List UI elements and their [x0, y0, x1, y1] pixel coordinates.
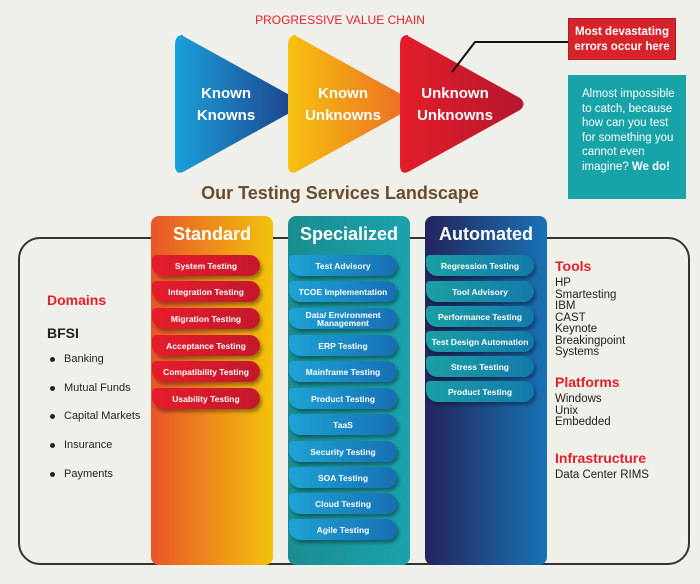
- service-item: Tool Advisory: [426, 281, 534, 302]
- service-item: Integration Testing: [152, 281, 260, 302]
- platforms-item: Embedded: [555, 416, 611, 428]
- service-item: Data/ Environment Management: [289, 308, 397, 329]
- domain-item: Banking: [50, 353, 104, 365]
- service-item: Acceptance Testing: [152, 335, 260, 356]
- tools-item: IBM: [555, 300, 576, 312]
- service-item: Test Design Automation: [426, 331, 534, 352]
- column-specialized: Specialized Test Advisory TCOE Implementat…: [288, 216, 410, 565]
- domain-item: Capital Markets: [50, 410, 140, 422]
- domain-item: Payments: [50, 468, 113, 480]
- service-item: Compatibility Testing: [152, 361, 260, 382]
- domain-item: Mutual Funds: [50, 382, 131, 394]
- arrow-known-knowns: [175, 35, 299, 173]
- service-item: Migration Testing: [152, 308, 260, 329]
- column-title: Specialized: [299, 224, 399, 244]
- service-item: TaaS: [289, 414, 397, 435]
- tools-item: Breakingpoint: [555, 334, 626, 347]
- service-item: Security Testing: [289, 441, 397, 462]
- infrastructure-heading: Infrastructure: [555, 450, 647, 466]
- infrastructure-item: Data Center RIMS: [555, 469, 649, 481]
- column-title: Automated: [439, 224, 533, 244]
- landscape-title: Our Testing Services Landscape: [201, 183, 479, 203]
- platforms-item: Unix: [555, 404, 579, 417]
- tools-item: Smartesting: [555, 288, 617, 301]
- stage-known-unknowns: Known Unknowns: [305, 85, 381, 124]
- service-item: Cloud Testing: [289, 493, 397, 514]
- service-item: Test Advisory: [289, 255, 397, 276]
- bfsi-label: BFSI: [47, 325, 79, 341]
- service-item: Agile Testing: [289, 519, 397, 540]
- domain-item: Insurance: [50, 439, 112, 451]
- callout-devastating-errors: Most devastating errors occur here: [568, 18, 676, 60]
- service-item: Product Testing: [289, 388, 397, 409]
- chain-title: PROGRESSIVE VALUE CHAIN: [255, 13, 425, 27]
- tools-item: CAST: [555, 311, 586, 324]
- column-automated: Automated Regression Testing Tool Advisory…: [425, 216, 547, 565]
- stage-known-knowns: Known Knowns: [196, 85, 256, 124]
- service-item: Mainframe Testing: [289, 361, 397, 382]
- tools-item: HP: [555, 277, 571, 289]
- arrow-unknown-unknowns: [400, 35, 524, 173]
- service-item: Regression Testing: [426, 255, 534, 276]
- tools-heading: Tools: [555, 258, 592, 274]
- platforms-heading: Platforms: [555, 374, 620, 390]
- tools-item: Keynote: [555, 323, 598, 335]
- service-item: Performance Testing: [426, 306, 534, 327]
- arrow-known-unknowns: [288, 35, 412, 173]
- service-item: Product Testing: [426, 381, 534, 402]
- service-item: System Testing: [152, 255, 260, 276]
- service-item: TCOE Implementation: [289, 281, 397, 302]
- value-chain-arrows: [175, 35, 568, 173]
- domains-heading: Domains: [47, 292, 107, 308]
- column-standard: Standard System Testing Integration Testin…: [151, 216, 273, 565]
- service-item: Usability Testing: [152, 388, 260, 409]
- service-item: ERP Testing: [289, 335, 397, 356]
- platforms-item: Windows: [555, 393, 602, 405]
- callout-connector: [451, 41, 568, 73]
- tools-item: Systems: [555, 346, 600, 358]
- service-item: SOA Testing: [289, 467, 397, 488]
- column-title: Standard: [172, 224, 251, 244]
- service-item: Stress Testing: [426, 356, 534, 377]
- stage-unknown-unknowns: Unknown Unknowns: [417, 85, 493, 124]
- callout-we-do: Almost impossible to catch, because how …: [568, 75, 686, 199]
